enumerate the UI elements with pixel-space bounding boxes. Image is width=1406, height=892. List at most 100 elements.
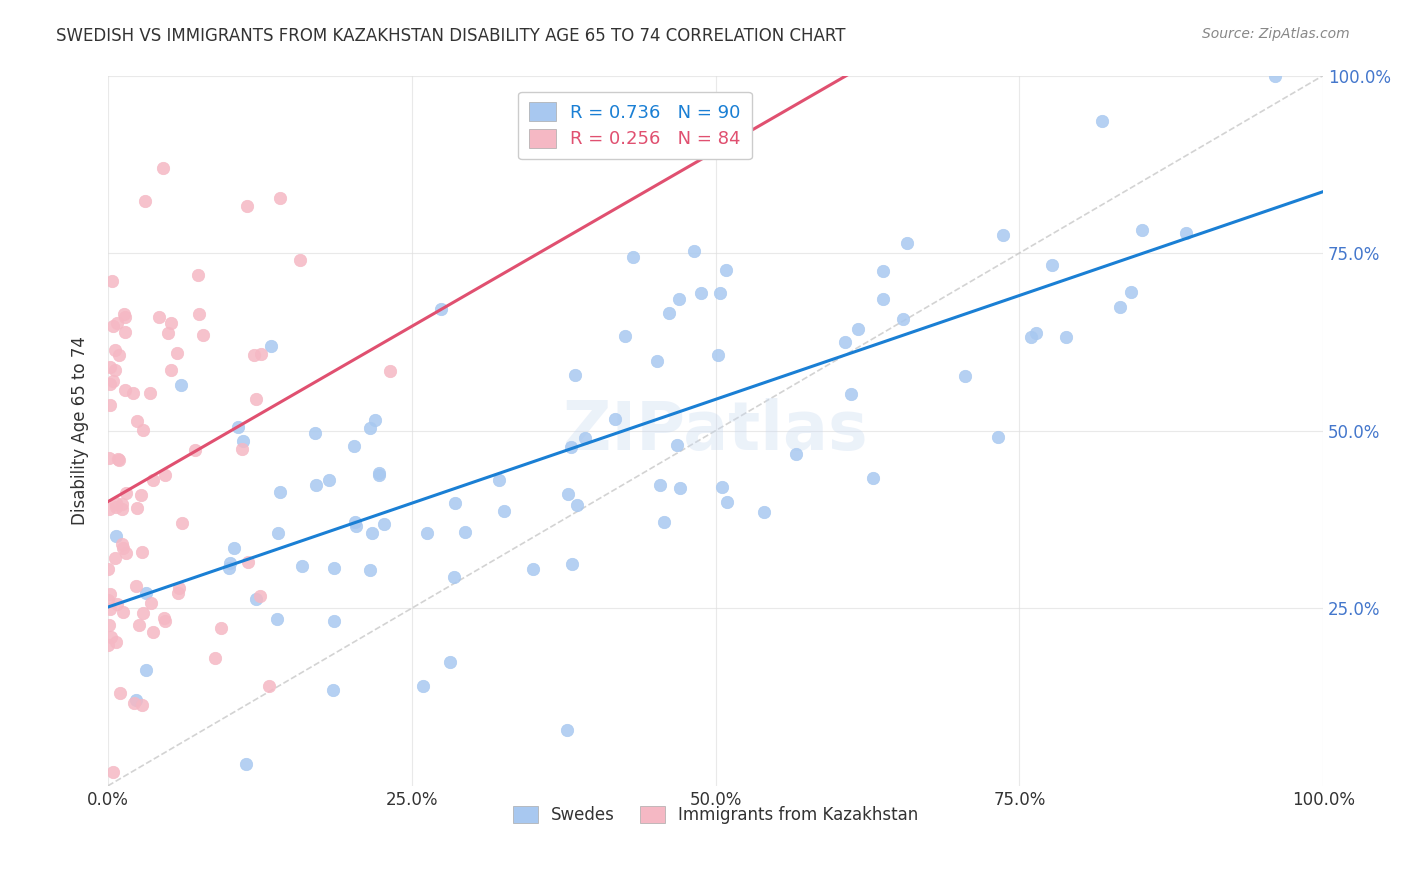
Point [443,570,465,584]
Point [139,385,162,400]
Point [167,586,190,600]
Point [236,555,259,569]
Point [318,474,340,488]
Point [288,252,311,267]
Text: Source: ZipAtlas.com: Source: ZipAtlas.com [1202,27,1350,41]
Point [103,764,125,779]
Point [1175,226,1198,240]
Point [605,412,627,426]
Point [565,499,588,513]
Point [439,655,461,669]
Point [98,360,121,375]
Point [557,487,579,501]
Text: ZIPatlas: ZIPatlas [564,398,868,464]
Point [1119,285,1142,299]
Point [872,264,894,278]
Point [104,363,127,377]
Point [114,383,136,397]
Point [228,420,250,434]
Point [714,263,737,277]
Point [754,505,776,519]
Point [219,556,242,570]
Point [97,618,120,632]
Point [323,561,346,575]
Point [1109,301,1132,315]
Point [650,478,672,492]
Point [343,515,366,529]
Point [98,602,121,616]
Point [124,696,146,710]
Point [110,537,132,551]
Point [107,453,129,467]
Point [107,348,129,362]
Point [114,325,136,339]
Point [412,679,434,693]
Point [243,348,266,362]
Point [97,561,120,575]
Point [111,501,134,516]
Point [111,497,134,511]
Point [104,634,127,648]
Point [707,348,730,362]
Point [111,541,134,555]
Point [204,650,226,665]
Point [1091,113,1114,128]
Point [711,479,734,493]
Point [291,558,314,573]
Point [669,481,692,495]
Point [142,625,165,640]
Point [153,611,176,625]
Point [218,561,240,575]
Point [166,346,188,360]
Point [107,452,129,467]
Point [104,343,127,358]
Point [104,529,127,543]
Point [101,274,124,288]
Point [564,368,586,383]
Point [343,439,366,453]
Point [249,589,271,603]
Point [846,322,869,336]
Point [1019,330,1042,344]
Point [872,292,894,306]
Point [652,515,675,529]
Point [108,685,131,699]
Point [488,473,510,487]
Point [492,504,515,518]
Point [105,597,128,611]
Point [359,421,381,435]
Point [101,374,124,388]
Point [991,227,1014,242]
Point [128,618,150,632]
Point [134,194,156,208]
Point [266,612,288,626]
Point [209,621,232,635]
Point [322,683,344,698]
Point [170,378,193,392]
Point [104,496,127,510]
Point [269,191,291,205]
Point [100,631,122,645]
Point [344,519,367,533]
Point [668,293,690,307]
Point [305,477,328,491]
Point [222,541,245,555]
Point [135,585,157,599]
Point [131,698,153,712]
Point [112,605,135,619]
Point [323,614,346,628]
Point [97,450,120,465]
Text: SWEDISH VS IMMIGRANTS FROM KAZAKHSTAN DISABILITY AGE 65 TO 74 CORRELATION CHART: SWEDISH VS IMMIGRANTS FROM KAZAKHSTAN DI… [56,27,846,45]
Point [153,614,176,628]
Point [125,579,148,593]
Point [121,385,143,400]
Point [139,596,162,610]
Point [1040,258,1063,272]
Point [98,376,121,391]
Y-axis label: Disability Age 65 to 74: Disability Age 65 to 74 [72,336,89,525]
Point [891,311,914,326]
Point [148,310,170,324]
Point [125,693,148,707]
Point [100,587,122,601]
Point [245,591,267,606]
